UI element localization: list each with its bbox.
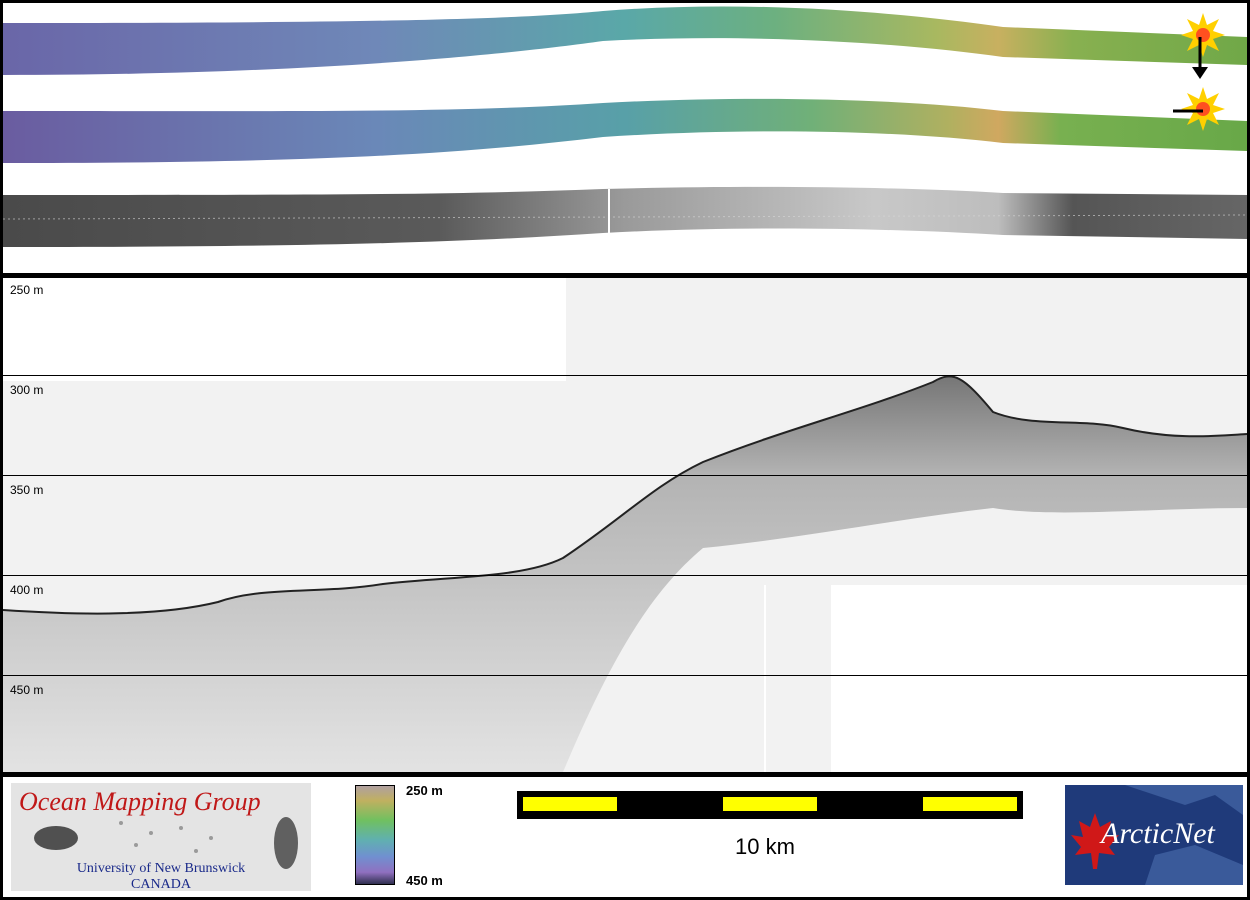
scale-bar-segment — [923, 797, 1017, 811]
scale-bar-label: 10 km — [735, 834, 795, 859]
scale-bar — [517, 791, 1023, 819]
colorbar-bottom-label: 450 m — [406, 873, 443, 888]
scale-bar-segment — [523, 797, 617, 811]
depth-label-250: 250 m — [10, 283, 44, 297]
footer: Ocean Mapping Group University of New Br… — [3, 777, 1247, 897]
arcticnet-logo: ArcticNet — [1065, 785, 1243, 885]
sun-illumination-icon — [1181, 87, 1225, 131]
depth-gridline — [3, 675, 1247, 676]
depth-label-350: 350 m — [10, 483, 44, 497]
arcticnet-text: ArcticNet — [1101, 817, 1215, 850]
depth-label-450: 450 m — [10, 683, 44, 697]
colorbar-top-label: 250 m — [406, 783, 443, 798]
depth-label-300: 300 m — [10, 383, 44, 397]
depth-gridline — [3, 475, 1247, 476]
omg-university: University of New Brunswick — [76, 861, 246, 876]
omg-title: Ocean Mapping Group — [19, 787, 261, 816]
maple-leaf-icon — [1071, 813, 1119, 869]
ocean-mapping-group-logo: Ocean Mapping Group University of New Br… — [11, 783, 311, 891]
sun-illumination-icon — [1181, 13, 1225, 57]
depth-colorbar — [355, 785, 395, 885]
swath-strips — [3, 6, 1247, 247]
colorbar-gradient — [356, 786, 394, 884]
omg-country: CANADA — [131, 877, 191, 891]
depth-label-400: 400 m — [10, 583, 44, 597]
scale-bar-segment — [723, 797, 817, 811]
illumination-indicator — [1173, 13, 1225, 131]
arrow-down-icon — [1192, 37, 1208, 79]
profile-image — [3, 278, 1247, 772]
swath-panel — [3, 3, 1247, 273]
depth-gridline — [3, 375, 1247, 376]
subbottom-profile: 250 m 300 m 350 m 400 m 450 m — [3, 278, 1247, 772]
depth-gridline — [3, 575, 1247, 576]
arrow-left-icon — [1173, 109, 1203, 113]
